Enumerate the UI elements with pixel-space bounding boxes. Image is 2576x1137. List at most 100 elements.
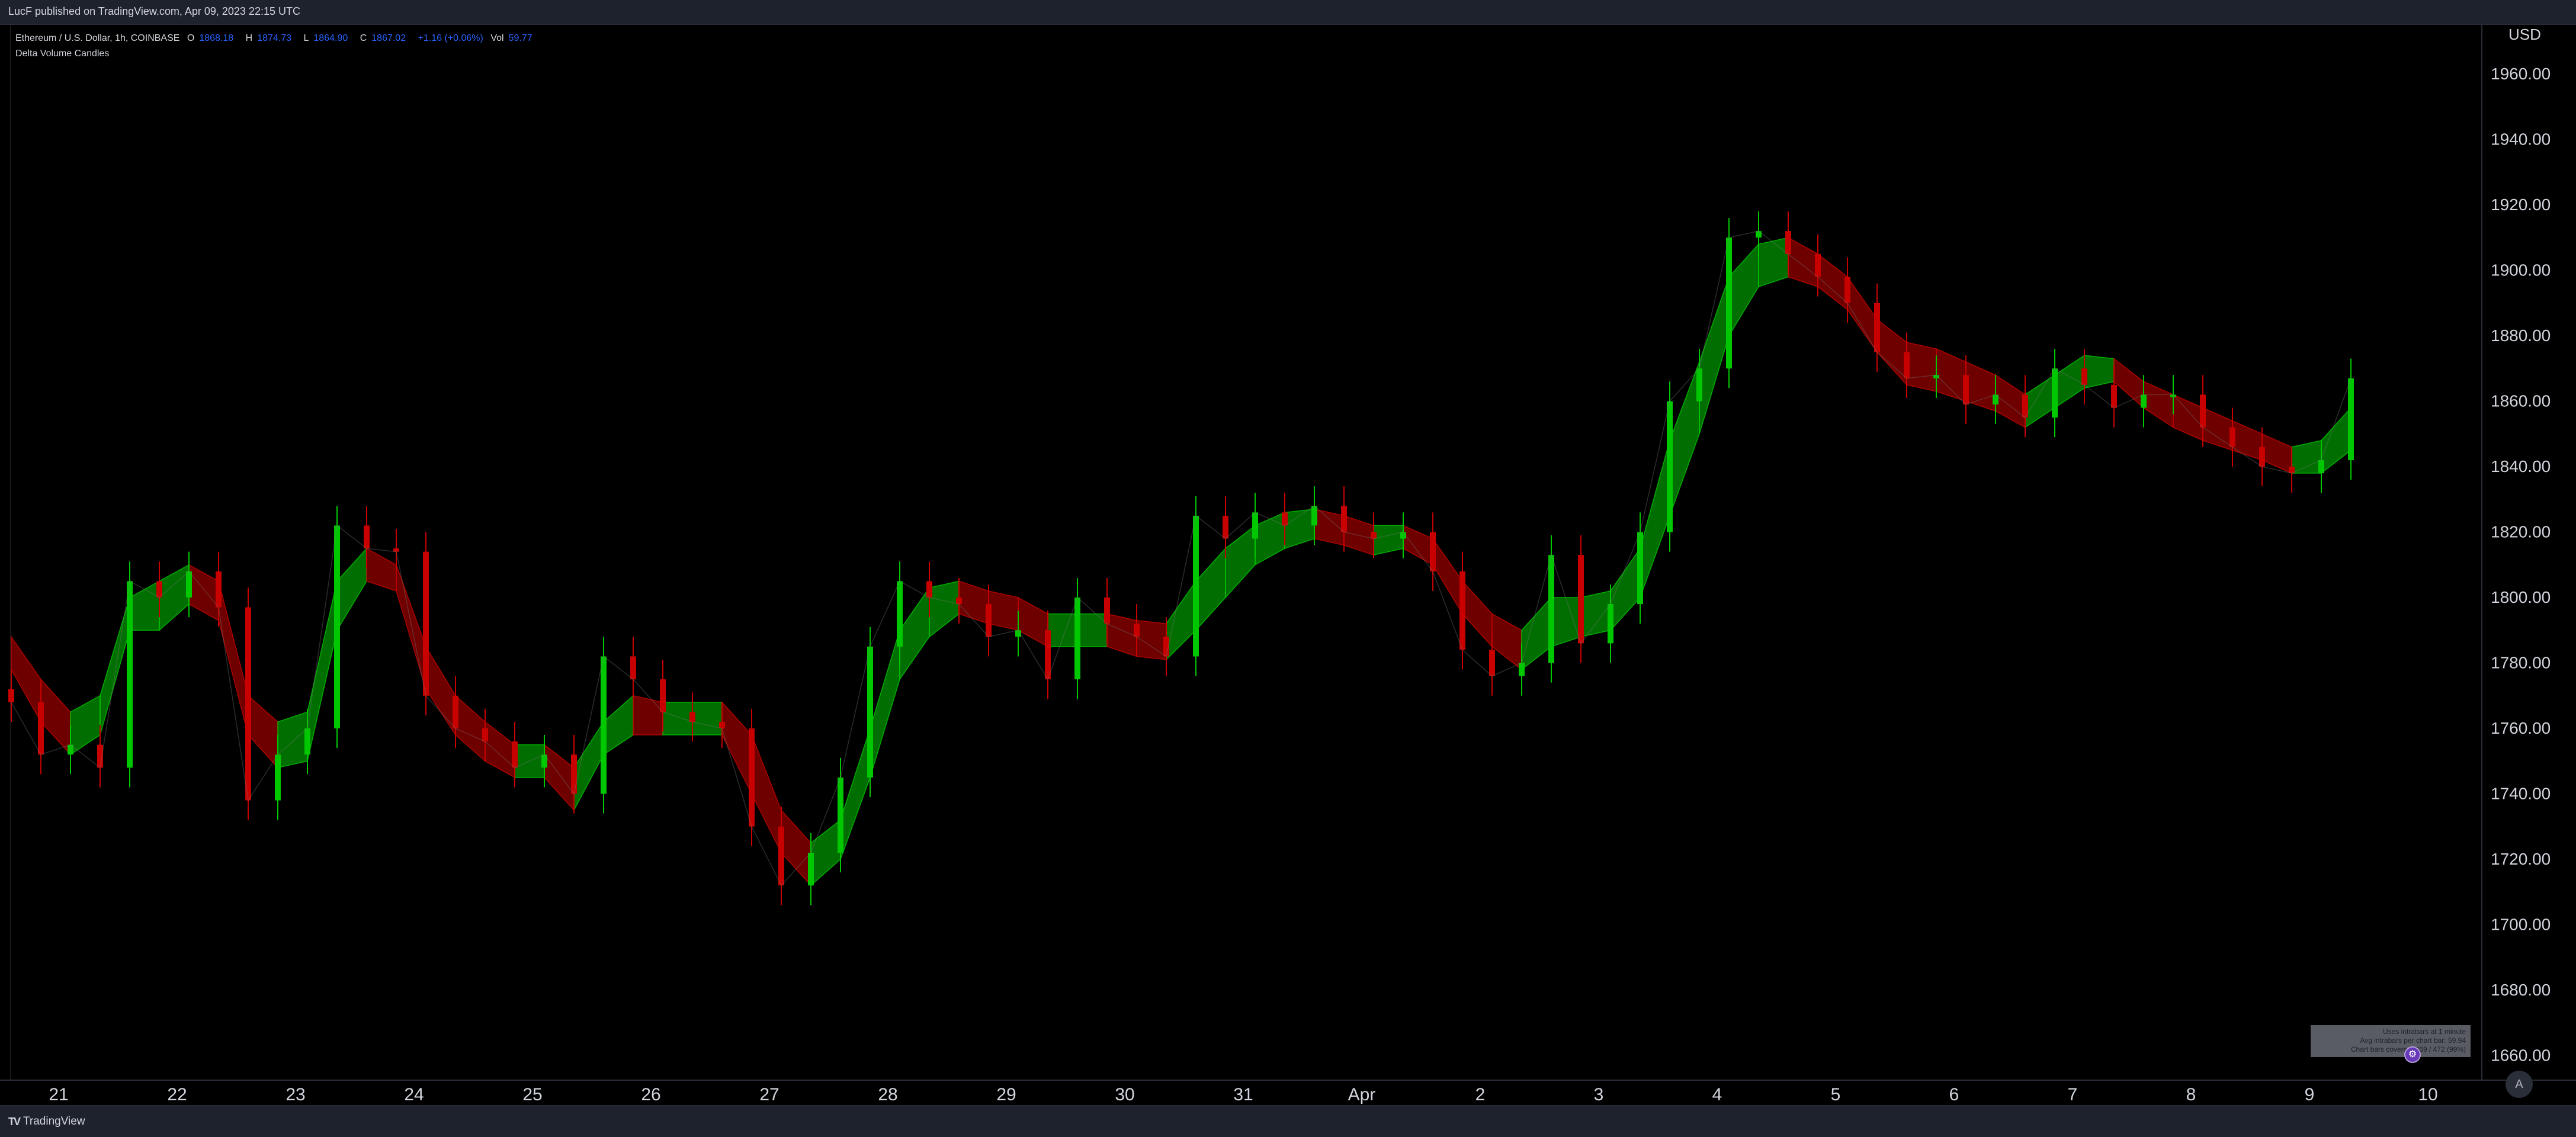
candle-body <box>2111 384 2117 408</box>
band-segment <box>1906 342 1937 392</box>
high-value: 1874.73 <box>257 33 292 43</box>
y-tick-label: 1920.00 <box>2491 195 2551 214</box>
symbol-title[interactable]: Ethereum / U.S. Dollar, 1h, COINBASE <box>15 33 180 43</box>
band-segment <box>1491 613 1522 671</box>
candle-body <box>1874 303 1880 352</box>
band-segment <box>1373 525 1404 556</box>
band-segment <box>958 580 989 625</box>
x-tick-label: Apr <box>1348 1085 1376 1104</box>
band-segment <box>899 586 930 681</box>
band-segment <box>2054 354 2085 409</box>
tradingview-logo[interactable]: TV TradingView <box>8 1115 85 1128</box>
candle-body <box>541 754 547 768</box>
candle-body <box>334 525 340 728</box>
band-segment <box>1047 613 1078 647</box>
x-tick-label: 2 <box>1475 1085 1486 1104</box>
candle-body <box>2022 394 2028 418</box>
band-segment <box>277 711 308 769</box>
band-segment <box>11 635 41 724</box>
close-value: 1867.02 <box>371 33 406 43</box>
candle-body <box>393 548 399 552</box>
band-segment <box>1876 318 1907 386</box>
low-label: L <box>303 33 309 43</box>
band-segment <box>129 580 160 631</box>
band-segment <box>2113 358 2144 409</box>
info-line-3: Chart bars covered: 469 / 472 (99%) <box>2350 1045 2466 1054</box>
candle-body <box>97 744 103 768</box>
candle-body <box>2170 394 2176 397</box>
settings-gear-icon[interactable]: ⚙ <box>2404 1046 2421 1063</box>
band-segment <box>603 695 634 756</box>
band-segment <box>2321 406 2352 474</box>
candle-body <box>1341 506 1347 532</box>
indicator-name[interactable]: Delta Volume Candles <box>15 49 110 59</box>
candle-body <box>1637 532 1643 605</box>
tradingview-logo-icon: TV <box>8 1115 21 1128</box>
band-segment <box>1758 237 1789 288</box>
volume-value: 59.77 <box>508 33 532 43</box>
band-segment <box>1788 236 1818 288</box>
candle-body <box>1015 630 1021 637</box>
candle-body <box>156 581 162 598</box>
price-chart[interactable]: USD 1660.00 1680.00 1700.00 1720.00 1740.00 17… <box>0 25 2576 1105</box>
candle-body <box>1519 663 1525 676</box>
band-segment <box>1284 508 1315 550</box>
candle-body <box>1815 253 1821 277</box>
y-tick-label: 1700.00 <box>2491 916 2551 934</box>
candle-body <box>1608 604 1613 644</box>
x-tick-label: 23 <box>285 1085 305 1104</box>
candle-body <box>926 581 932 598</box>
y-tick-label: 1740.00 <box>2491 785 2551 803</box>
close-label: C <box>360 33 367 43</box>
band-segment <box>485 721 515 779</box>
band-segment <box>870 630 900 778</box>
x-tick-label: 8 <box>2186 1085 2196 1104</box>
band-segment <box>218 581 249 735</box>
candle-body <box>1134 624 1140 637</box>
band-segment <box>1462 580 1493 648</box>
band-segment <box>455 695 486 762</box>
band-segment <box>40 678 71 756</box>
band-segment <box>2232 420 2263 461</box>
candle-body <box>2081 368 2087 385</box>
band-segment <box>366 547 397 592</box>
candle-body <box>364 525 370 549</box>
y-tick-label: 1720.00 <box>2491 850 2551 868</box>
y-tick-label: 1960.00 <box>2491 65 2551 83</box>
info-line-2: Avg intrabars per chart bar: 59.94 <box>2360 1036 2466 1045</box>
candle-body <box>512 741 518 768</box>
candle-body <box>2348 378 2354 460</box>
y-tick-label: 1840.00 <box>2491 457 2551 476</box>
currency-label: USD <box>2508 25 2541 43</box>
band-segment <box>1314 508 1345 546</box>
y-tick-label: 1680.00 <box>2491 981 2551 999</box>
candle-body <box>1311 506 1317 526</box>
volume-label: Vol <box>490 33 504 43</box>
candle-body <box>245 607 251 801</box>
band-segment <box>2025 374 2055 429</box>
y-tick-label: 1800.00 <box>2491 588 2551 606</box>
candle-body <box>453 695 458 728</box>
y-tick-label: 1820.00 <box>2491 523 2551 541</box>
auto-scale-button[interactable]: A <box>2506 1071 2533 1098</box>
x-tick-label: 22 <box>167 1085 187 1104</box>
candle-body <box>838 777 843 853</box>
band-segment <box>425 645 456 737</box>
band-segment <box>336 547 367 632</box>
band-segment <box>1640 440 1670 598</box>
candle-body <box>778 826 784 886</box>
x-tick-label: 4 <box>1712 1085 1722 1104</box>
band-segment <box>1225 524 1256 599</box>
candle-body <box>1904 352 1910 378</box>
candle-body <box>986 604 992 637</box>
candle-body <box>1045 630 1051 680</box>
x-tick-label: 24 <box>404 1085 424 1104</box>
band-segment <box>721 701 752 794</box>
x-tick-label: 21 <box>49 1085 68 1104</box>
candle-body <box>1163 637 1169 657</box>
y-tick-label: 1880.00 <box>2491 326 2551 345</box>
candle-body <box>2289 467 2295 474</box>
x-tick-label: 28 <box>878 1085 897 1104</box>
info-line-1: Uses intrabars at 1 minute <box>2382 1027 2466 1036</box>
candle-body <box>1371 532 1377 539</box>
